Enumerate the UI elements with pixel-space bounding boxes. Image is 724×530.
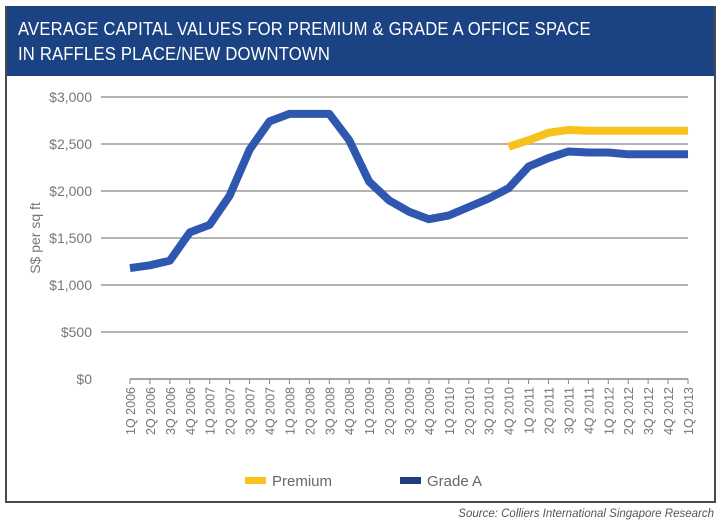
x-tick-label: 3Q 2012 [642, 387, 656, 435]
series-line-premium [507, 125, 688, 151]
y-tick-label: $1,500 [49, 230, 92, 246]
y-tick-label: $2,500 [49, 136, 92, 152]
x-tick-label: 1Q 2011 [523, 387, 537, 434]
chart-frame [5, 6, 716, 503]
chart-title-banner: AVERAGE CAPITAL VALUES FOR PREMIUM & GRA… [5, 6, 716, 76]
x-tick-label: 4Q 2008 [343, 387, 357, 435]
x-tick-label: 1Q 2007 [204, 387, 218, 435]
x-tick-label: 4Q 2007 [264, 387, 278, 435]
x-tick-label: 2Q 2011 [543, 387, 557, 434]
legend: Premium Grade A [245, 473, 482, 490]
chart-title-line-2: IN RAFFLES PLACE/NEW DOWNTOWN [18, 43, 331, 64]
x-tick-label: 2Q 2009 [383, 387, 397, 435]
y-tick-label: $500 [61, 324, 92, 340]
y-axis-tick-labels: $0 $500 $1,000 $1,500 $2,000 $2,500 $3,000 [49, 89, 92, 387]
x-tick-label: 4Q 2006 [184, 387, 198, 435]
x-tick-label: 1Q 2013 [682, 387, 696, 435]
x-axis [129, 378, 689, 384]
legend-swatch-premium [245, 477, 266, 484]
y-tick-label: $1,000 [49, 277, 92, 293]
gridlines [101, 96, 688, 333]
x-tick-label: 4Q 2009 [423, 387, 437, 435]
legend-label: Premium [272, 473, 332, 490]
x-tick-label: 4Q 2012 [662, 387, 676, 435]
x-tick-label: 3Q 2007 [244, 387, 258, 435]
legend-swatch-grade-a [400, 477, 421, 484]
x-tick-label: 1Q 2008 [283, 387, 297, 435]
series-lines [129, 109, 689, 273]
x-tick-label: 3Q 2011 [562, 387, 576, 434]
x-tick-label: 3Q 2009 [403, 387, 417, 435]
x-tick-label: 2Q 2007 [224, 387, 238, 435]
chart-title-line-1: AVERAGE CAPITAL VALUES FOR PREMIUM & GRA… [18, 18, 591, 39]
y-tick-label: $3,000 [49, 89, 92, 105]
x-tick-label: 1Q 2009 [363, 387, 377, 435]
x-tick-label: 2Q 2006 [144, 387, 158, 435]
legend-label: Grade A [427, 473, 482, 490]
x-tick-label: 3Q 2006 [164, 387, 178, 435]
x-tick-label: 4Q 2011 [582, 387, 596, 434]
x-tick-label: 1Q 2006 [124, 387, 138, 435]
x-tick-label: 1Q 2012 [602, 387, 616, 435]
x-tick-label: 3Q 2010 [483, 387, 497, 435]
source-note: Source: Colliers International Singapore… [458, 508, 714, 520]
y-tick-label: $2,000 [49, 183, 92, 199]
x-tick-label: 2Q 2008 [303, 387, 317, 435]
y-axis-title: S$ per sq ft [27, 202, 43, 274]
x-tick-label: 4Q 2010 [503, 387, 517, 435]
x-tick-label: 1Q 2010 [443, 387, 457, 435]
x-tick-label: 2Q 2012 [622, 387, 636, 435]
x-tick-label: 2Q 2010 [463, 387, 477, 435]
x-tick-label: 3Q 2008 [323, 387, 337, 435]
x-axis-tick-labels: 1Q 2006 2Q 2006 3Q 2006 4Q 2006 1Q 2007 2Q 20… [124, 387, 696, 435]
y-tick-label: $0 [76, 371, 92, 387]
